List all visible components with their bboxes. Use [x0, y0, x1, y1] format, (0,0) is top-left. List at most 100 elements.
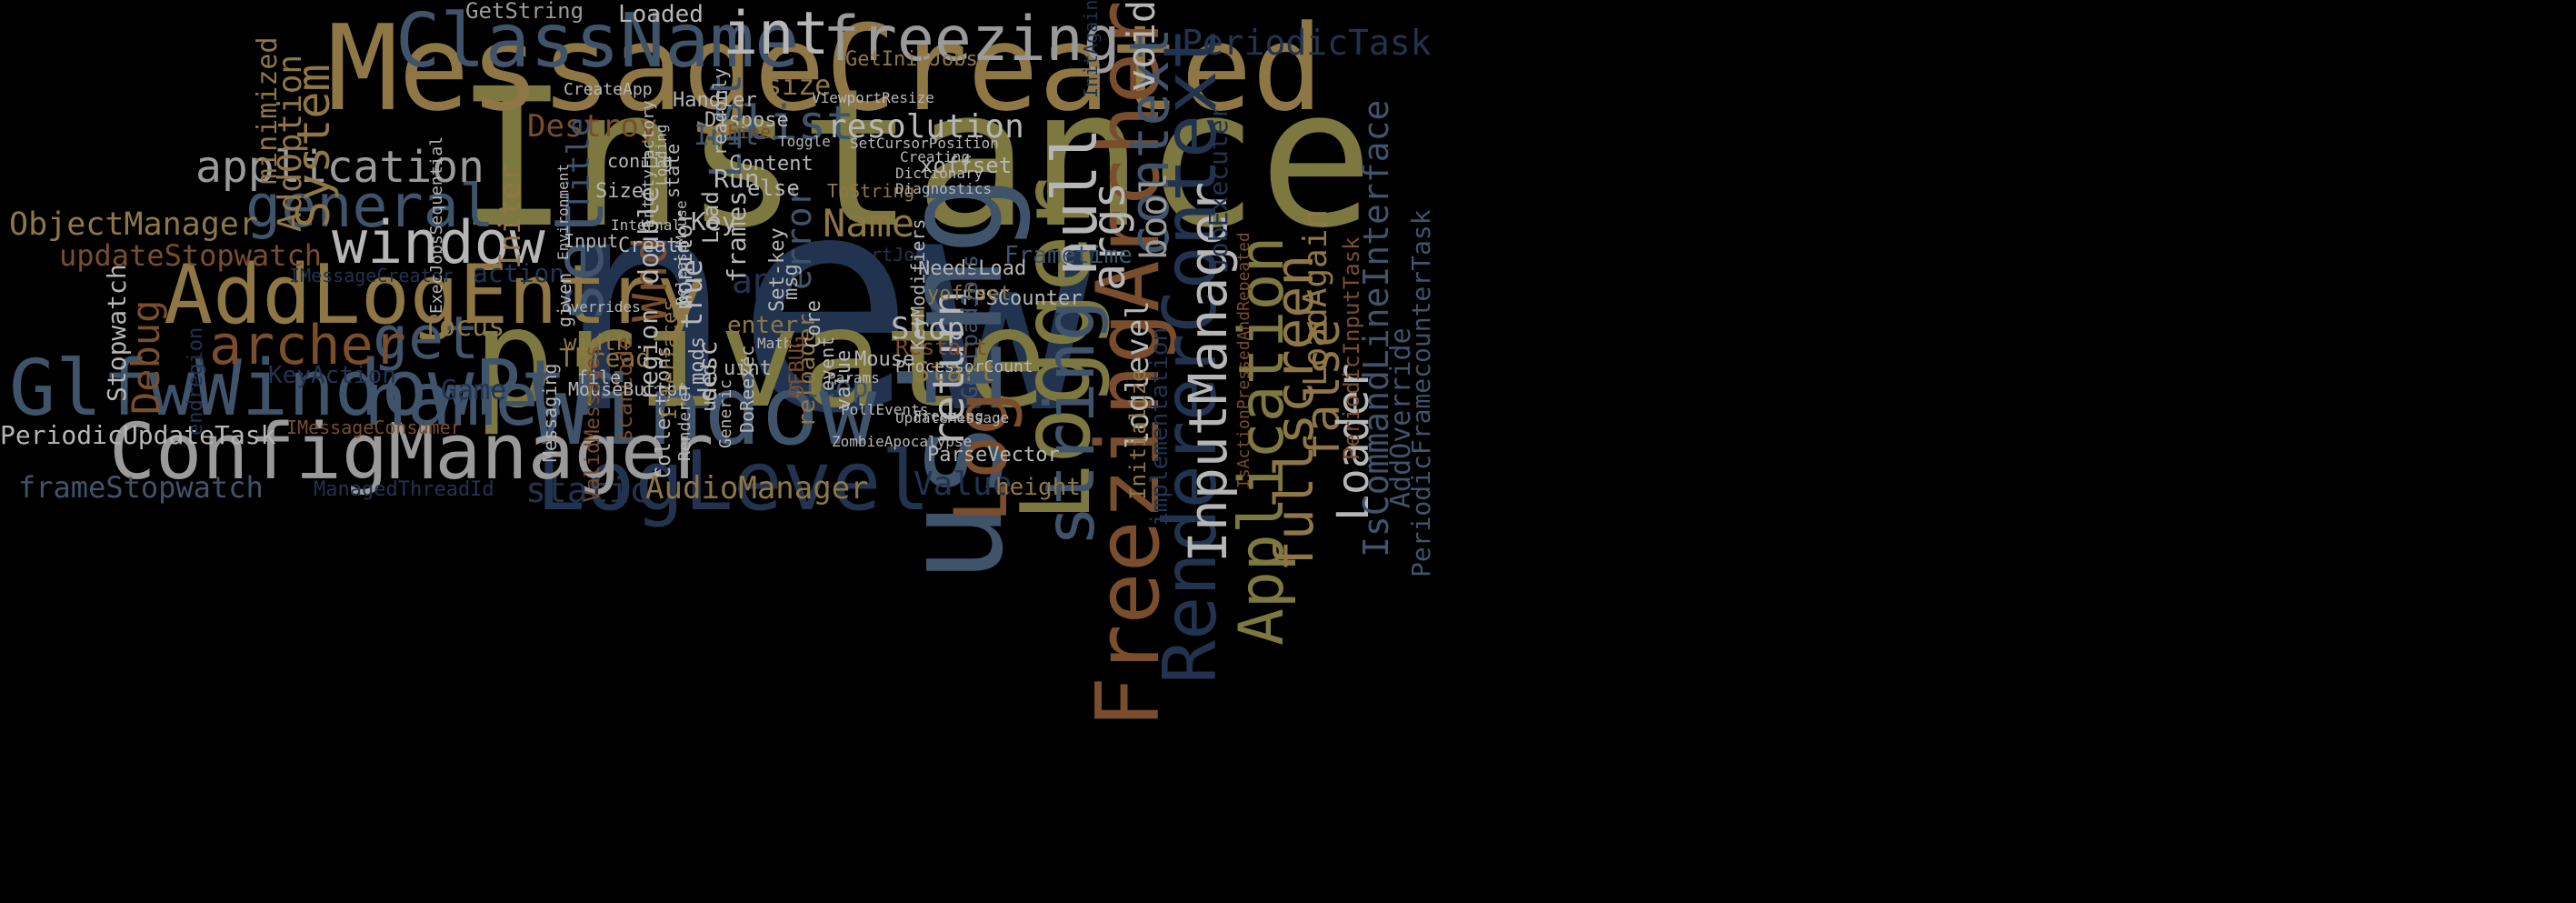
word-generic: Generic	[716, 379, 735, 448]
word-run: Run	[714, 164, 760, 194]
word-enter: enter	[727, 312, 799, 339]
word-minimized: minimized	[252, 36, 284, 185]
word-exec-jobs-sequential: ExecJobsSequential	[427, 135, 446, 314]
word-implementation: implementation	[1146, 326, 1173, 527]
word-needs-load: NeedsLoad	[918, 257, 1027, 280]
word-glfw-window-ptr: GlfwWindowPtr	[9, 344, 614, 434]
word-app: app	[732, 261, 794, 301]
word-application: application	[195, 142, 484, 193]
word-config-manager: ConfigManager	[109, 407, 714, 497]
word-size: size	[765, 70, 832, 102]
word-poll-events: PollEvents	[841, 401, 929, 418]
word-private: private	[473, 280, 1048, 438]
word-mouse: Mouse	[854, 348, 915, 371]
word-periodic-task: PeriodicTask	[1182, 23, 1432, 63]
word-resolution: resolution	[827, 108, 1024, 145]
word-destroy: Destroy	[527, 108, 658, 145]
word-managed-thread-id: ManagedThreadId	[314, 478, 494, 501]
word-parse-vector: ParseVector	[927, 444, 1060, 467]
word-sleep: sleep	[786, 372, 869, 404]
word-uint: uint	[724, 357, 772, 380]
word-imessage-consumer: IMessageConsumer	[286, 416, 462, 438]
word-fps-counter: FPSCounter	[962, 287, 1083, 310]
word-window-small: window	[332, 209, 545, 277]
word-periodic-input-task: PeriodicInputTask	[1339, 236, 1364, 460]
word-freezing-small: Freezing	[914, 407, 984, 425]
word-width: width	[564, 330, 630, 356]
word-dispose: Dispose	[704, 109, 789, 132]
word-viewport-resize: ViewportResize	[812, 89, 934, 106]
word-name-cap: Name	[823, 201, 915, 246]
word-imessage-creator: IMessageCreator	[289, 265, 454, 286]
word-dictionary: Dictionary	[895, 165, 983, 182]
word-height: height	[995, 474, 1081, 501]
word-loaded: Loaded	[618, 1, 704, 28]
word-fine: Fine	[727, 121, 772, 143]
word-static: static	[525, 470, 651, 510]
word-create: Create	[618, 235, 691, 257]
word-zombie-apocalypse: ZombieApocalypse	[832, 433, 973, 450]
word-periodic-framecounter-task: PeriodicFramecounterTask	[1406, 209, 1436, 577]
word-game: Game	[441, 375, 507, 406]
word-toggle: Toggle	[778, 133, 831, 150]
word-key-modifiers: KeyModifiers	[907, 218, 929, 351]
word-class-name: ClassName	[395, 0, 800, 85]
word-focus: focus	[423, 311, 505, 343]
word-get: get	[373, 305, 480, 373]
word-overrides: overrides	[562, 298, 641, 316]
word-set-cursor-position: SetCursorPosition	[850, 135, 999, 152]
word-value: Value	[914, 466, 1013, 503]
word-processor-count: ProcessorCount	[895, 357, 1033, 376]
word-mods: mods	[686, 336, 709, 385]
word-thread: Thread	[559, 343, 652, 373]
word-frames: frames	[722, 190, 752, 283]
word-key-action: KeyAction	[268, 362, 396, 389]
word-load: Load	[698, 191, 724, 244]
word-audio-manager: AudioManager	[645, 470, 869, 507]
word-config: config	[607, 150, 674, 172]
word-size-small: Size	[595, 180, 644, 203]
word-init-again: InitAgain	[1080, 0, 1102, 98]
word-stopwatch: Stopwatch	[102, 264, 132, 402]
word-else: else	[747, 176, 800, 201]
word-debug-caps: DEBUG	[786, 336, 809, 396]
word-file: file	[577, 366, 622, 388]
word-frame-stopwatch: frameStopwatch	[18, 470, 264, 505]
word-message-created: MessageCreated	[327, 0, 1323, 137]
word-int: int	[723, 0, 830, 68]
word-debug: Debug	[124, 299, 168, 415]
word-is-action-pressed-and-repeated: IsActionPressedAndRepeated	[1234, 232, 1253, 488]
word-stop: Stop	[891, 311, 965, 347]
word-object-manager: ObjectManager	[9, 206, 258, 243]
word-handler: Handler	[673, 89, 757, 112]
word-freezing: freezing	[823, 4, 1121, 75]
word-internal: Internal	[611, 216, 682, 234]
word-frametime: Frametime	[1004, 242, 1133, 269]
word-general: general	[245, 173, 494, 241]
word-initialize: Initialize	[1125, 368, 1151, 501]
word-string: string	[1030, 300, 1110, 547]
word-create-app: CreateApp	[564, 80, 653, 99]
word-to-string: ToString	[827, 180, 915, 202]
word-key: Key	[691, 206, 737, 236]
word-insert-jobs: InsertJobs	[827, 244, 937, 266]
word-set-key: Set-key	[766, 227, 789, 312]
word-action: action	[473, 258, 565, 288]
word-renderer: Renderer	[675, 382, 694, 461]
word-update-stopwatch: updateStopwatch	[59, 238, 322, 273]
word-update-message: UpdateMessage	[895, 409, 1010, 426]
word-initer: Initer	[493, 164, 527, 269]
word-list: list	[741, 96, 855, 151]
word-archer: archer	[209, 314, 406, 377]
word-creating: Creating	[900, 148, 971, 166]
word-load-again: LoadAgain	[1297, 208, 1334, 386]
word-get-load-jobs: GetLoadJobs	[957, 255, 983, 399]
word-job-executer: JobExecuter	[1203, 104, 1233, 273]
word-readonly: readonly	[709, 67, 731, 156]
word-get-string: GetString	[465, 0, 584, 24]
word-content: Content	[729, 153, 814, 176]
word-restart: Restart	[895, 335, 988, 360]
word-diagnostics: Diagnostics	[895, 180, 992, 197]
word-bool: bool	[1133, 172, 1175, 260]
